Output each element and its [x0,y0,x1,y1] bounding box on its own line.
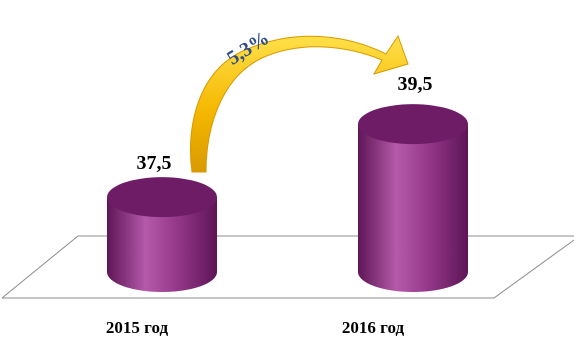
bar-2 [358,104,468,292]
bar-top [358,104,468,145]
chart-floor [1,235,574,299]
growth-arrow [189,34,409,173]
bar-body [107,197,217,292]
bar-top [107,177,217,218]
bar-body [358,124,468,292]
value-label-1: 37,5 [137,152,172,174]
value-label-2: 39,5 [398,73,433,95]
bar-1 [107,177,217,292]
category-label-2: 2016 год [342,318,405,337]
category-label-1: 2015 год [106,318,169,337]
